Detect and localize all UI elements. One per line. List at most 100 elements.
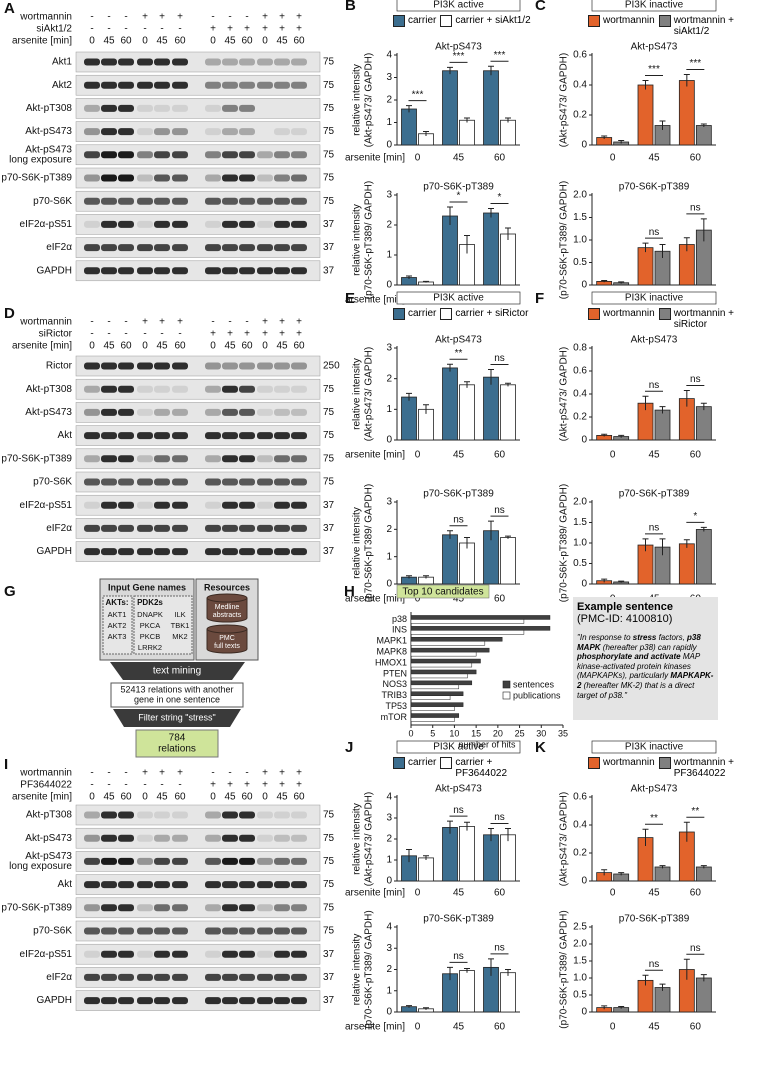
blot-strip (75, 943, 321, 965)
y-tick-label: 1 (386, 404, 392, 415)
lane-mark: 0 (89, 792, 95, 803)
band (257, 151, 273, 159)
gene: AKT1 (108, 610, 127, 619)
band (257, 81, 273, 89)
band (274, 408, 290, 416)
band (257, 478, 273, 486)
panel-header: PI3K inactive (625, 742, 684, 753)
legend-swatch (393, 757, 405, 769)
panel-header: PI3K active (433, 742, 484, 753)
legend-label: carrier + PF3644022 (455, 757, 508, 779)
band (101, 58, 117, 66)
y-axis-label: relative intensity (352, 358, 363, 430)
band (205, 501, 221, 509)
x-tick-label: 60 (494, 888, 506, 899)
y-axis-label: (p70-S6K-pT389/ GAPDH) (559, 181, 570, 299)
band (137, 927, 153, 935)
group-title: AKTs: (106, 598, 129, 607)
band (239, 385, 255, 393)
bar (410, 615, 551, 620)
y-tick-label: 3 (386, 943, 392, 954)
legend: wortmannin wortmannin + siRictor (588, 308, 734, 330)
legend-item: carrier (393, 757, 436, 769)
error-bar (423, 280, 429, 283)
band (137, 997, 153, 1005)
lane-mark: 45 (103, 36, 115, 47)
band-label: p70-S6K (33, 477, 72, 488)
band (257, 197, 273, 205)
y-tick-label: 0 (581, 579, 587, 590)
database-label: Medline (215, 604, 240, 611)
legend-swatch (393, 308, 405, 320)
band (291, 455, 307, 463)
quote-segment: "In response to (577, 633, 633, 642)
significance: ns (649, 227, 660, 238)
mw-label: 37 (323, 995, 335, 1006)
band-label: Akt (58, 879, 73, 890)
step-label: Filter string "stress" (138, 712, 215, 722)
band (118, 58, 134, 66)
error-bar (464, 381, 470, 388)
band (154, 408, 170, 416)
band (137, 58, 153, 66)
band (101, 927, 117, 935)
bar (410, 641, 486, 646)
band (172, 174, 188, 182)
x-tick-label: 45 (453, 450, 465, 461)
error-bar (488, 958, 494, 976)
band (154, 811, 170, 819)
gene: ILK (174, 610, 185, 619)
band (84, 81, 100, 89)
result-text: gene in one sentence (134, 694, 220, 704)
y-tick-label: 1 (386, 551, 392, 562)
error-bar (447, 363, 453, 372)
lane-mark: - (245, 768, 248, 779)
band (137, 548, 153, 556)
y-tick-label: 2.5 (573, 922, 587, 933)
lane-mark: 45 (156, 341, 168, 352)
bar (401, 108, 417, 146)
gene: AKT3 (108, 632, 127, 641)
mw-label: 37 (323, 949, 335, 960)
band (239, 950, 255, 958)
band (172, 81, 188, 89)
band (137, 81, 153, 89)
legend-label: wortmannin (603, 308, 655, 319)
band (257, 501, 273, 509)
significance: ** (455, 348, 463, 359)
lane-mark: - (228, 12, 231, 23)
lane-mark: 45 (224, 341, 236, 352)
band (101, 81, 117, 89)
band (154, 58, 170, 66)
band-label: Akt1 (52, 57, 72, 68)
blot-strip (75, 874, 321, 895)
bar (410, 673, 468, 679)
y-tick-label: 0.5 (573, 990, 587, 1001)
bar (410, 713, 460, 718)
lane-mark: - (107, 768, 110, 779)
band (118, 267, 134, 275)
band (154, 524, 170, 532)
error-bar (406, 849, 412, 863)
band (239, 478, 255, 486)
database-label: full texts (214, 643, 240, 650)
lane-mark: + (279, 780, 285, 791)
band (222, 244, 238, 252)
mw-label: 37 (323, 972, 335, 983)
band (205, 950, 221, 958)
band (291, 548, 307, 556)
band (257, 244, 273, 252)
band (172, 58, 188, 66)
error-bar (618, 140, 625, 144)
band (118, 197, 134, 205)
band (118, 834, 134, 842)
band (154, 267, 170, 275)
bar (695, 529, 712, 585)
y-tick-label: 0.4 (573, 389, 587, 400)
lane-mark: - (124, 780, 127, 791)
panel-letter: H (344, 583, 355, 600)
band (222, 455, 238, 463)
y-tick-label: 2.0 (573, 939, 587, 950)
band (291, 385, 307, 393)
